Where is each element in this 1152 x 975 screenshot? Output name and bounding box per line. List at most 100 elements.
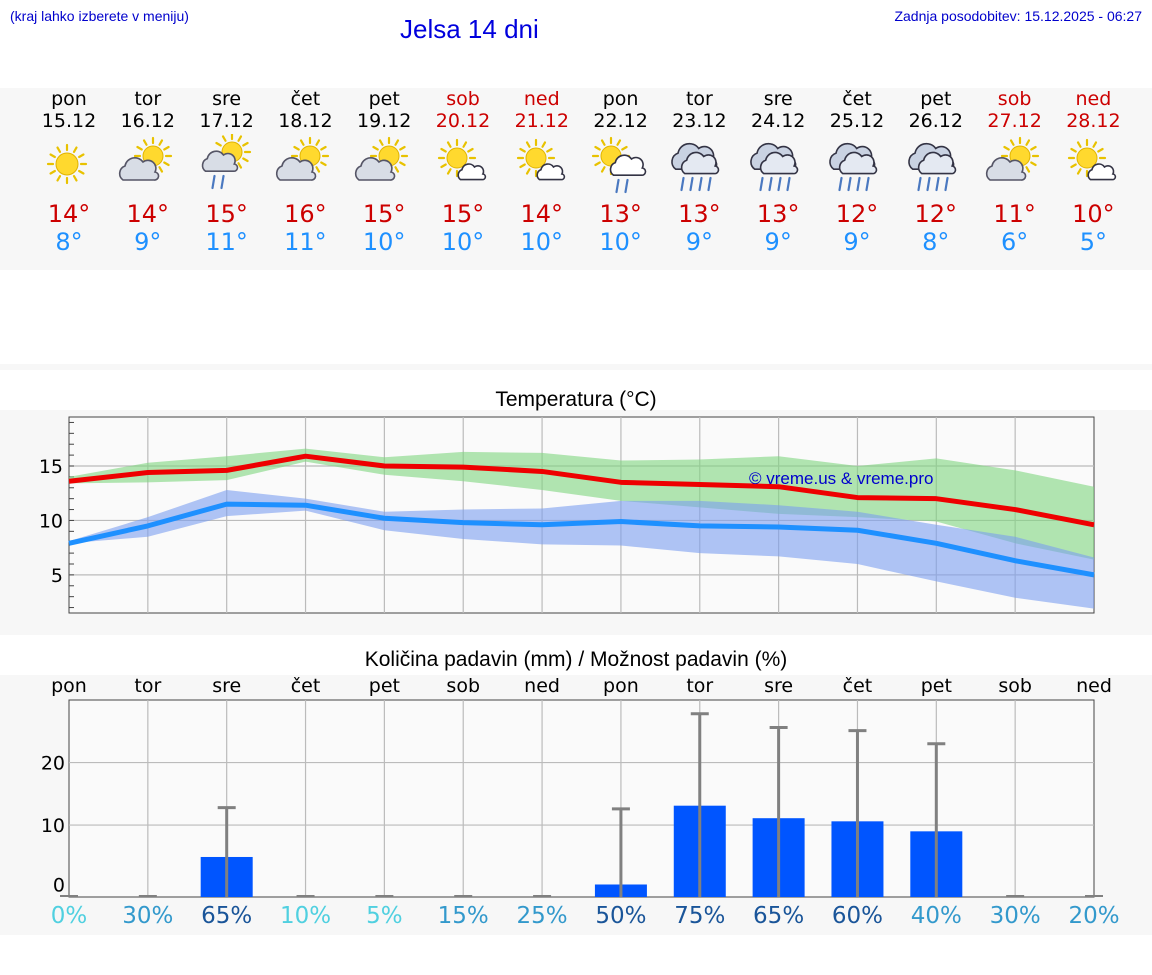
temperature-chart: 5 10 15 © vreme.us & vreme.pro [39, 416, 1095, 614]
day-card: ned 28.12 10° 5° [1053, 88, 1133, 256]
day-date: 16.12 [120, 110, 175, 132]
day-card: pon 22.12 13° 10° [581, 88, 661, 256]
temp-min: 8° [922, 228, 950, 256]
day-name: ned [1075, 88, 1112, 110]
watermark: © vreme.us & vreme.pro [749, 469, 933, 488]
temp-max: 11° [993, 200, 1036, 228]
sun-small-cloud-icon [423, 132, 503, 196]
temp-min: 10° [362, 228, 406, 256]
temp-max: 13° [756, 200, 800, 228]
temp-min: 11° [284, 228, 327, 256]
precip-day-label: čet [290, 675, 321, 697]
rain-cloud-icon [738, 132, 818, 196]
temp-max: 16° [284, 200, 327, 228]
rain-cloud-icon [896, 132, 976, 196]
y-tick-label: 10 [39, 510, 63, 532]
y-tick-label: 15 [39, 456, 63, 478]
precip-day-label: ned [524, 675, 560, 697]
precip-day-label: sob [446, 675, 481, 697]
day-card: čet 18.12 16° 11° [265, 88, 345, 256]
day-date: 25.12 [829, 110, 885, 132]
precip-probability: 15% [437, 903, 489, 929]
day-date: 26.12 [908, 110, 963, 132]
day-name: ned [523, 88, 560, 110]
precip-day-label: pet [920, 675, 952, 697]
day-card: sob 27.12 11° 6° [975, 88, 1055, 256]
day-card: tor 16.12 14° 9° [108, 88, 188, 256]
sun-shower-icon [187, 132, 267, 196]
precip-day-label: pon [51, 675, 87, 697]
rain-cloud-icon [659, 132, 739, 196]
temp-max: 15° [362, 200, 406, 228]
precip-day-label: pon [603, 675, 639, 697]
location-hint[interactable]: (kraj lahko izberete v meniju) [10, 8, 189, 24]
temp-min: 11° [205, 228, 248, 256]
temp-min: 9° [685, 228, 714, 256]
last-updated: Zadnja posodobitev: 15.12.2025 - 06:27 [894, 8, 1142, 24]
min-temp-line [68, 501, 1095, 578]
day-card: pet 26.12 12° 8° [896, 88, 976, 256]
day-date: 23.12 [672, 110, 727, 132]
day-date: 27.12 [987, 110, 1042, 132]
min-range-band [69, 489, 1094, 609]
day-name: pon [51, 88, 87, 110]
precip-day-label: tor [134, 675, 162, 697]
daily-forecast: pon 15.12 14° 8° tor 16.12 14° 9° sre 17.1… [0, 88, 1152, 258]
temp-max: 13° [678, 200, 721, 228]
precip-day-label: ned [1076, 675, 1112, 697]
day-name: čet [290, 88, 321, 110]
day-name: pet [368, 88, 400, 110]
sun-small-cloud-icon [1053, 132, 1133, 196]
temp-max: 14° [520, 200, 564, 228]
y-tick-label: 0 [53, 875, 65, 897]
day-date: 18.12 [278, 110, 333, 132]
max-range-band [69, 448, 1094, 560]
day-date: 17.12 [199, 110, 254, 132]
day-card: pon 15.12 14° 8° [29, 88, 109, 256]
temp-max: 13° [599, 200, 642, 228]
partly-cloudy-icon [975, 132, 1055, 196]
sun-small-cloud-icon [502, 132, 582, 196]
temp-min: 10° [599, 228, 642, 256]
precip-day-label: čet [842, 675, 873, 697]
day-name: sob [446, 88, 480, 110]
temperature-title: Temperatura (°C) [495, 388, 657, 411]
day-date: 21.12 [514, 110, 569, 132]
day-date: 19.12 [356, 110, 412, 132]
y-tick-label: 20 [41, 753, 65, 775]
precip-probability: 0% [50, 903, 88, 929]
precip-probability: 10% [279, 903, 332, 929]
day-date: 20.12 [435, 110, 491, 132]
day-card: pet 19.12 15° 10° [344, 88, 424, 256]
day-date: 24.12 [750, 110, 806, 132]
partly-cloudy-icon [265, 132, 345, 196]
rain-cloud-icon [817, 132, 897, 196]
sun-icon [29, 132, 109, 196]
day-card: sob 20.12 15° 10° [423, 88, 503, 256]
precip-day-label: sob [998, 675, 1032, 697]
day-name: čet [842, 88, 872, 110]
temp-min: 6° [1000, 228, 1029, 256]
day-card: tor 23.12 13° 9° [659, 88, 739, 256]
day-name: sre [763, 88, 793, 110]
day-date: 15.12 [41, 110, 97, 132]
precip-day-label: sre [212, 675, 242, 697]
day-card: čet 25.12 12° 9° [817, 88, 897, 256]
forecast-band [0, 88, 1152, 270]
precip-probability: 30% [989, 903, 1041, 929]
max-temp-line [68, 453, 1095, 528]
temp-min: 10° [520, 228, 564, 256]
page-title: Jelsa 14 dni [400, 14, 539, 44]
temp-max: 10° [1072, 200, 1115, 228]
temp-min: 9° [134, 228, 162, 256]
y-tick-label: 10 [41, 815, 65, 837]
precip-day-label: tor [686, 675, 714, 697]
temp-max: 12° [914, 200, 958, 228]
y-tick-label: 5 [51, 565, 63, 587]
day-name: tor [134, 88, 162, 110]
precip-probability: 65% [201, 903, 253, 929]
day-name: pet [920, 88, 952, 110]
day-name: sob [997, 88, 1032, 110]
partly-cloudy-icon [344, 132, 424, 196]
precip-title: Količina padavin (mm) / Možnost padavin … [364, 648, 788, 671]
